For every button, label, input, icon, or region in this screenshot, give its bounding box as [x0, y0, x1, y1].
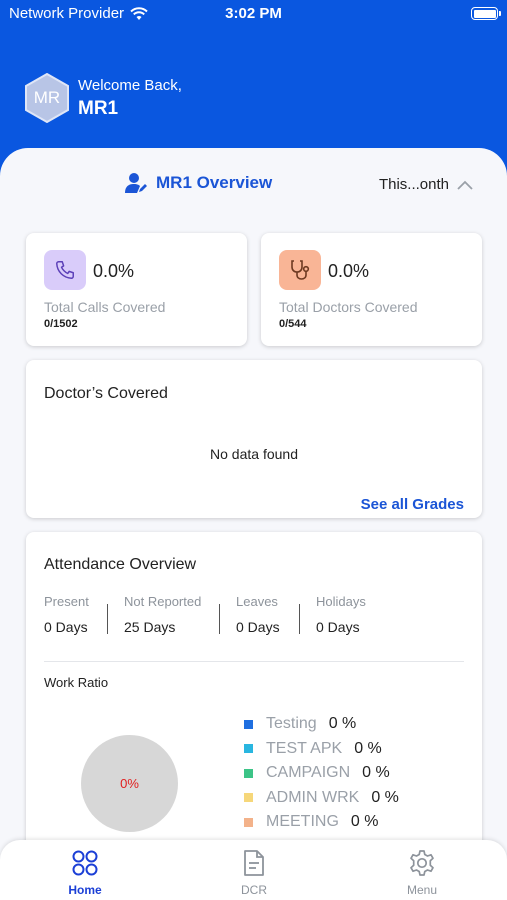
phone-icon [56, 261, 74, 279]
status-bar: Network Provider 3:02 PM [0, 0, 507, 28]
attendance-label: Not Reported [124, 594, 202, 609]
legend-swatch [244, 744, 253, 754]
avatar[interactable]: MR [22, 73, 72, 123]
user-edit-icon [125, 173, 147, 193]
avatar-initials: MR [33, 88, 61, 107]
nav-item-dcr[interactable]: DCR [204, 848, 304, 897]
overview-title: MR1 Overview [156, 173, 273, 192]
attendance-leaves: Leaves 0 Days [236, 594, 280, 635]
attendance-present: Present 0 Days [44, 594, 89, 635]
stat-icon-box [44, 250, 86, 290]
legend-percent: 0 % [362, 764, 390, 782]
attendance-value: 0 Days [44, 619, 88, 635]
legend-swatch [244, 719, 253, 729]
gear-icon [410, 850, 434, 876]
stat-value: 0.0% [93, 261, 135, 281]
overview-row: MR1 Overview This...onth [0, 168, 507, 202]
nav-label: DCR [241, 883, 267, 897]
legend-item: CAMPAIGN 0 % [244, 761, 399, 786]
legend-percent: 0 % [350, 813, 379, 831]
period-selector[interactable]: This...onth [379, 176, 473, 193]
bottom-nav: Home DCR Menu [0, 840, 507, 900]
work-ratio-title: Work Ratio [44, 675, 109, 690]
stat-count: 0/544 [279, 318, 307, 330]
attendance-value: 0 Days [236, 619, 280, 635]
doctors-covered-card: Doctor’s Covered No data found See all G… [26, 360, 482, 518]
divider [44, 661, 464, 662]
legend-name: TEST APK [266, 739, 343, 757]
document-icon [244, 850, 264, 876]
divider [219, 604, 220, 634]
welcome-block: MR Welcome Back, MR1 [22, 73, 182, 123]
avatar-hexagon-icon [25, 73, 69, 123]
attendance-value: 0 Days [316, 619, 360, 635]
user-name: MR1 [78, 97, 119, 119]
doctors-covered-title: Doctor’s Covered [44, 385, 168, 402]
legend-percent: 0 % [328, 715, 357, 733]
total-doctors-card[interactable]: 0.0% Total Doctors Covered 0/544 [261, 233, 482, 346]
legend-name: ADMIN WRK [266, 788, 360, 806]
nav-label: Home [68, 883, 102, 897]
clock: 3:02 PM [225, 5, 282, 22]
legend-item: MEETING 0 % [244, 810, 399, 835]
legend-item: Testing 0 % [244, 712, 399, 737]
divider [107, 604, 108, 634]
wifi-icon [130, 6, 148, 20]
legend-name: MEETING [266, 813, 339, 831]
stat-label: Total Doctors Covered [279, 299, 418, 315]
legend-name: CAMPAIGN [266, 764, 351, 782]
legend-item: ADMIN WRK 0 % [244, 786, 399, 811]
legend-percent: 0 % [354, 739, 382, 757]
legend-item: TEST APK 0 % [244, 737, 399, 762]
carrier-name: Network Provider [9, 5, 125, 22]
grid-icon [72, 850, 98, 876]
nav-item-home[interactable]: Home [35, 848, 135, 897]
attendance-label: Holidays [316, 594, 366, 609]
stat-count: 0/1502 [44, 318, 78, 330]
divider [299, 604, 300, 634]
attendance-label: Leaves [236, 594, 278, 609]
stat-icon-box [279, 250, 321, 290]
chevron-up-icon [457, 180, 473, 190]
attendance-card: Attendance Overview Present 0 Days Not R… [26, 532, 482, 872]
work-ratio-pie-chart: 0% [81, 735, 178, 832]
stat-label: Total Calls Covered [44, 299, 166, 315]
attendance-value: 25 Days [124, 619, 176, 635]
period-label: This...onth [378, 176, 449, 193]
welcome-label: Welcome Back, [78, 76, 182, 94]
stethoscope-icon [291, 260, 310, 280]
legend-swatch [244, 768, 253, 778]
battery-icon [471, 7, 501, 20]
legend-percent: 0 % [371, 788, 399, 806]
stat-value: 0.0% [328, 261, 370, 281]
empty-state-text: No data found [210, 446, 298, 462]
pie-center-label: 0% [120, 776, 139, 791]
see-all-grades-link[interactable]: See all Grades [360, 496, 464, 513]
nav-label: Menu [406, 883, 438, 897]
work-ratio-legend: Testing 0 % TEST APK 0 % CAMPAIGN 0 % AD… [244, 712, 399, 835]
overview-heading: MR1 Overview [124, 172, 272, 194]
attendance-label: Present [44, 594, 89, 609]
total-calls-card[interactable]: 0.0% Total Calls Covered 0/1502 [26, 233, 247, 346]
legend-swatch [244, 793, 253, 803]
attendance-title: Attendance Overview [44, 556, 197, 573]
legend-swatch [244, 817, 253, 827]
attendance-holidays: Holidays 0 Days [316, 594, 366, 635]
attendance-not-reported: Not Reported 25 Days [124, 594, 201, 635]
nav-item-menu[interactable]: Menu [372, 848, 472, 897]
legend-name: Testing [266, 715, 317, 733]
content-sheet: MR1 Overview This...onth 0.0% Total Call… [0, 148, 507, 900]
